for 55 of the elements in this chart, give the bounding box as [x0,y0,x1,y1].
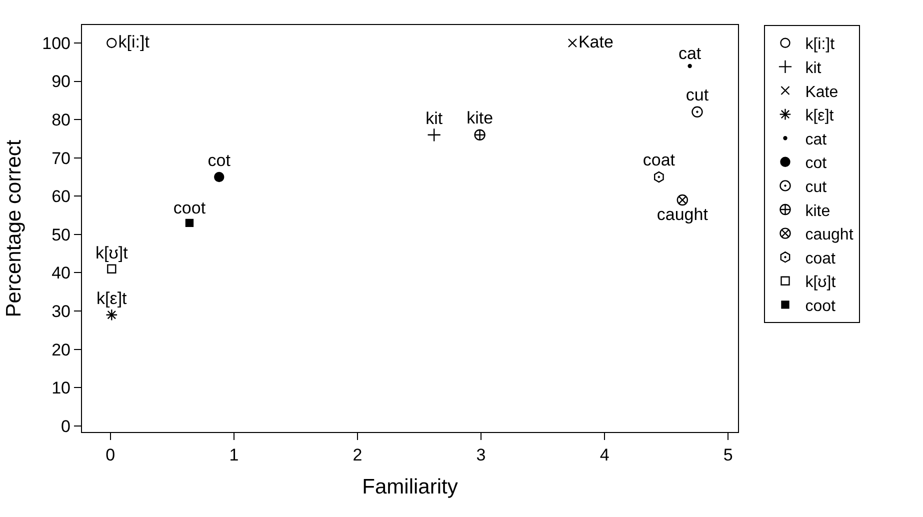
point [474,129,486,140]
point [688,64,692,68]
y-tick-label: 90 [52,72,70,92]
x-tick-label: 0 [106,446,116,464]
point [568,38,578,48]
y-tick-label: 60 [52,187,70,206]
y-axis-title: Percentage correct [2,140,26,318]
point [692,106,703,118]
text: coat [642,150,675,170]
point [106,308,118,321]
text: k[ʊ]t [95,244,128,263]
x-tick-label: 5 [723,446,733,464]
x-tick-label: 2 [352,446,362,464]
point [676,194,688,206]
y-tick-label: 50 [52,225,70,244]
x-tick-label: 4 [600,446,610,464]
legend-label: k[ε]t [805,108,834,125]
legend-label: k[ʊ]t [805,274,836,292]
text: kit [426,109,443,128]
text: coot [173,198,206,218]
legend-label: caught [805,226,854,244]
legend-label: k[i:]t [805,36,836,54]
y-tick-label: 80 [52,110,70,130]
legend-label: coot [805,298,836,315]
y-tick-label: 70 [52,148,70,168]
legend-label: coat [805,250,836,268]
legend-label: Kate [805,84,838,101]
point [106,38,117,48]
text: caught [656,204,708,224]
y-tick-label: 0 [61,416,70,436]
text: kite [466,108,494,128]
point [654,171,664,183]
legend-label: cat [805,131,828,148]
x-tick-label: 3 [476,446,486,464]
text: Kate [578,32,614,52]
text: cat [678,44,702,63]
y-tick-label: 10 [52,378,70,398]
text: cut [686,85,709,104]
text: cot [208,151,230,170]
point [214,172,224,182]
y-tick-label: 100 [42,34,70,53]
legend-label: cut [805,178,828,196]
legend-label: kit [805,60,822,77]
legend-label: kite [805,202,830,220]
y-tick-label: 40 [52,264,70,283]
x-axis-title: Familiarity [362,476,458,499]
point [107,264,116,274]
text: k[ε]t [96,288,127,308]
point [185,218,194,228]
x-tick-label: 1 [229,446,239,464]
text: k[i:]t [118,32,150,52]
y-tick-label: 30 [52,302,70,321]
point [427,128,441,142]
y-tick-label: 20 [52,340,70,360]
legend-label: cot [805,155,828,172]
